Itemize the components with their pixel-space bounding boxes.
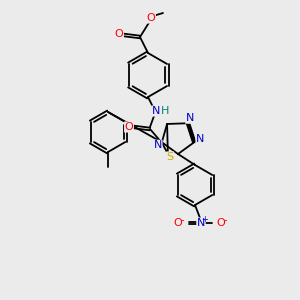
Text: O: O xyxy=(147,13,155,23)
Text: +: + xyxy=(202,214,208,224)
Text: N: N xyxy=(197,218,205,228)
Text: N: N xyxy=(152,106,160,116)
Text: O: O xyxy=(217,218,225,228)
Text: O: O xyxy=(124,122,134,132)
Text: O: O xyxy=(115,29,123,39)
Text: N: N xyxy=(186,113,194,123)
Text: H: H xyxy=(161,106,169,116)
Text: S: S xyxy=(167,152,174,162)
Text: O: O xyxy=(174,218,182,228)
Text: N: N xyxy=(196,134,204,144)
Text: -: - xyxy=(223,215,227,225)
Text: -: - xyxy=(180,215,184,225)
Text: N: N xyxy=(154,140,162,150)
